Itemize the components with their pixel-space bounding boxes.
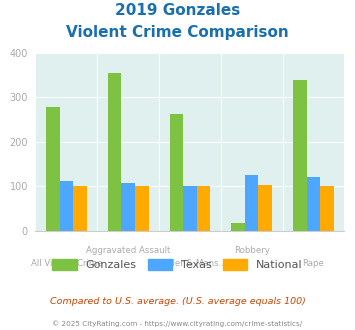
Bar	[73, 185, 87, 231]
Legend: Gonzales, Texas, National: Gonzales, Texas, National	[49, 255, 306, 273]
Bar	[307, 177, 320, 231]
Bar	[60, 181, 73, 231]
Bar	[170, 114, 183, 231]
Bar	[245, 175, 258, 231]
Text: © 2025 CityRating.com - https://www.cityrating.com/crime-statistics/: © 2025 CityRating.com - https://www.city…	[53, 321, 302, 327]
Text: All Violent Crime: All Violent Crime	[31, 259, 102, 268]
Bar	[46, 107, 60, 231]
Bar	[135, 185, 148, 231]
Bar	[121, 183, 135, 231]
Text: Rape: Rape	[302, 259, 324, 268]
Text: Murder & Mans...: Murder & Mans...	[153, 259, 227, 268]
Text: 2019 Gonzales: 2019 Gonzales	[115, 3, 240, 18]
Text: Robbery: Robbery	[234, 246, 270, 255]
Text: Aggravated Assault: Aggravated Assault	[86, 246, 170, 255]
Bar	[231, 223, 245, 231]
Bar	[108, 73, 121, 231]
Text: Compared to U.S. average. (U.S. average equals 100): Compared to U.S. average. (U.S. average …	[50, 297, 305, 306]
Bar	[320, 185, 334, 231]
Bar	[258, 185, 272, 231]
Bar	[293, 80, 307, 231]
Bar	[197, 185, 210, 231]
Bar	[183, 186, 197, 231]
Text: Violent Crime Comparison: Violent Crime Comparison	[66, 25, 289, 40]
